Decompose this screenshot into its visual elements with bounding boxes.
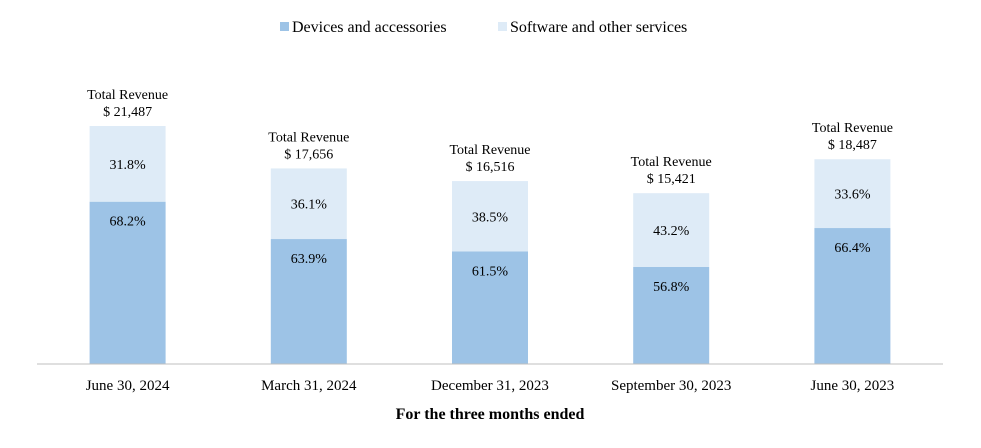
legend-swatch-software (498, 22, 507, 31)
x-tick-label: March 31, 2024 (261, 378, 357, 394)
data-label-devices: 56.8% (653, 280, 690, 295)
category-labels: June 30, 2024 March 31, 2024 December 31, … (86, 378, 895, 394)
data-label-software: 33.6% (834, 188, 871, 203)
total-label-caption: Total Revenue (268, 130, 349, 145)
total-label-value: $ 17,656 (284, 147, 333, 162)
bar-segment-software (633, 193, 710, 267)
data-label-software: 43.2% (653, 224, 690, 239)
x-tick-label: June 30, 2024 (86, 378, 170, 394)
data-label-software: 36.1% (291, 198, 328, 213)
bar-segment-software (270, 168, 347, 240)
total-label-caption: Total Revenue (631, 155, 712, 170)
bar-segment-devices (89, 201, 166, 364)
data-label-software: 31.8% (110, 158, 147, 173)
bars-layer: 68.2% 31.8% Total Revenue $ 21,487 63.9% 36.1… (87, 88, 893, 364)
legend-label-devices: Devices and accessories (292, 19, 447, 36)
x-tick-label: June 30, 2023 (811, 378, 895, 394)
x-tick-label: September 30, 2023 (611, 378, 731, 394)
total-label-caption: Total Revenue (812, 121, 893, 136)
bar-segment-devices (452, 251, 528, 364)
bar-segment-devices (633, 266, 710, 364)
legend-label-software: Software and other services (510, 19, 687, 36)
data-label-software: 38.5% (472, 210, 509, 225)
data-label-devices: 66.4% (834, 241, 871, 256)
total-label-value: $ 16,516 (466, 160, 515, 175)
data-label-devices: 63.9% (291, 252, 328, 267)
total-label-caption: Total Revenue (87, 88, 168, 103)
legend: Devices and accessories Software and oth… (280, 19, 687, 36)
x-axis-title: For the three months ended (396, 406, 585, 423)
total-label-caption: Total Revenue (449, 143, 530, 158)
bar-segment-software (814, 159, 891, 229)
data-label-devices: 68.2% (110, 215, 147, 230)
total-label-value: $ 18,487 (828, 138, 877, 153)
data-label-devices: 61.5% (472, 264, 509, 279)
total-label-value: $ 21,487 (103, 105, 152, 120)
bar-segment-software (452, 181, 528, 252)
x-tick-label: December 31, 2023 (431, 378, 549, 394)
legend-swatch-devices (280, 22, 289, 31)
bar-segment-devices (814, 228, 891, 364)
bar-segment-software (89, 126, 166, 202)
bar-segment-devices (270, 239, 347, 364)
total-label-value: $ 15,421 (647, 172, 696, 187)
